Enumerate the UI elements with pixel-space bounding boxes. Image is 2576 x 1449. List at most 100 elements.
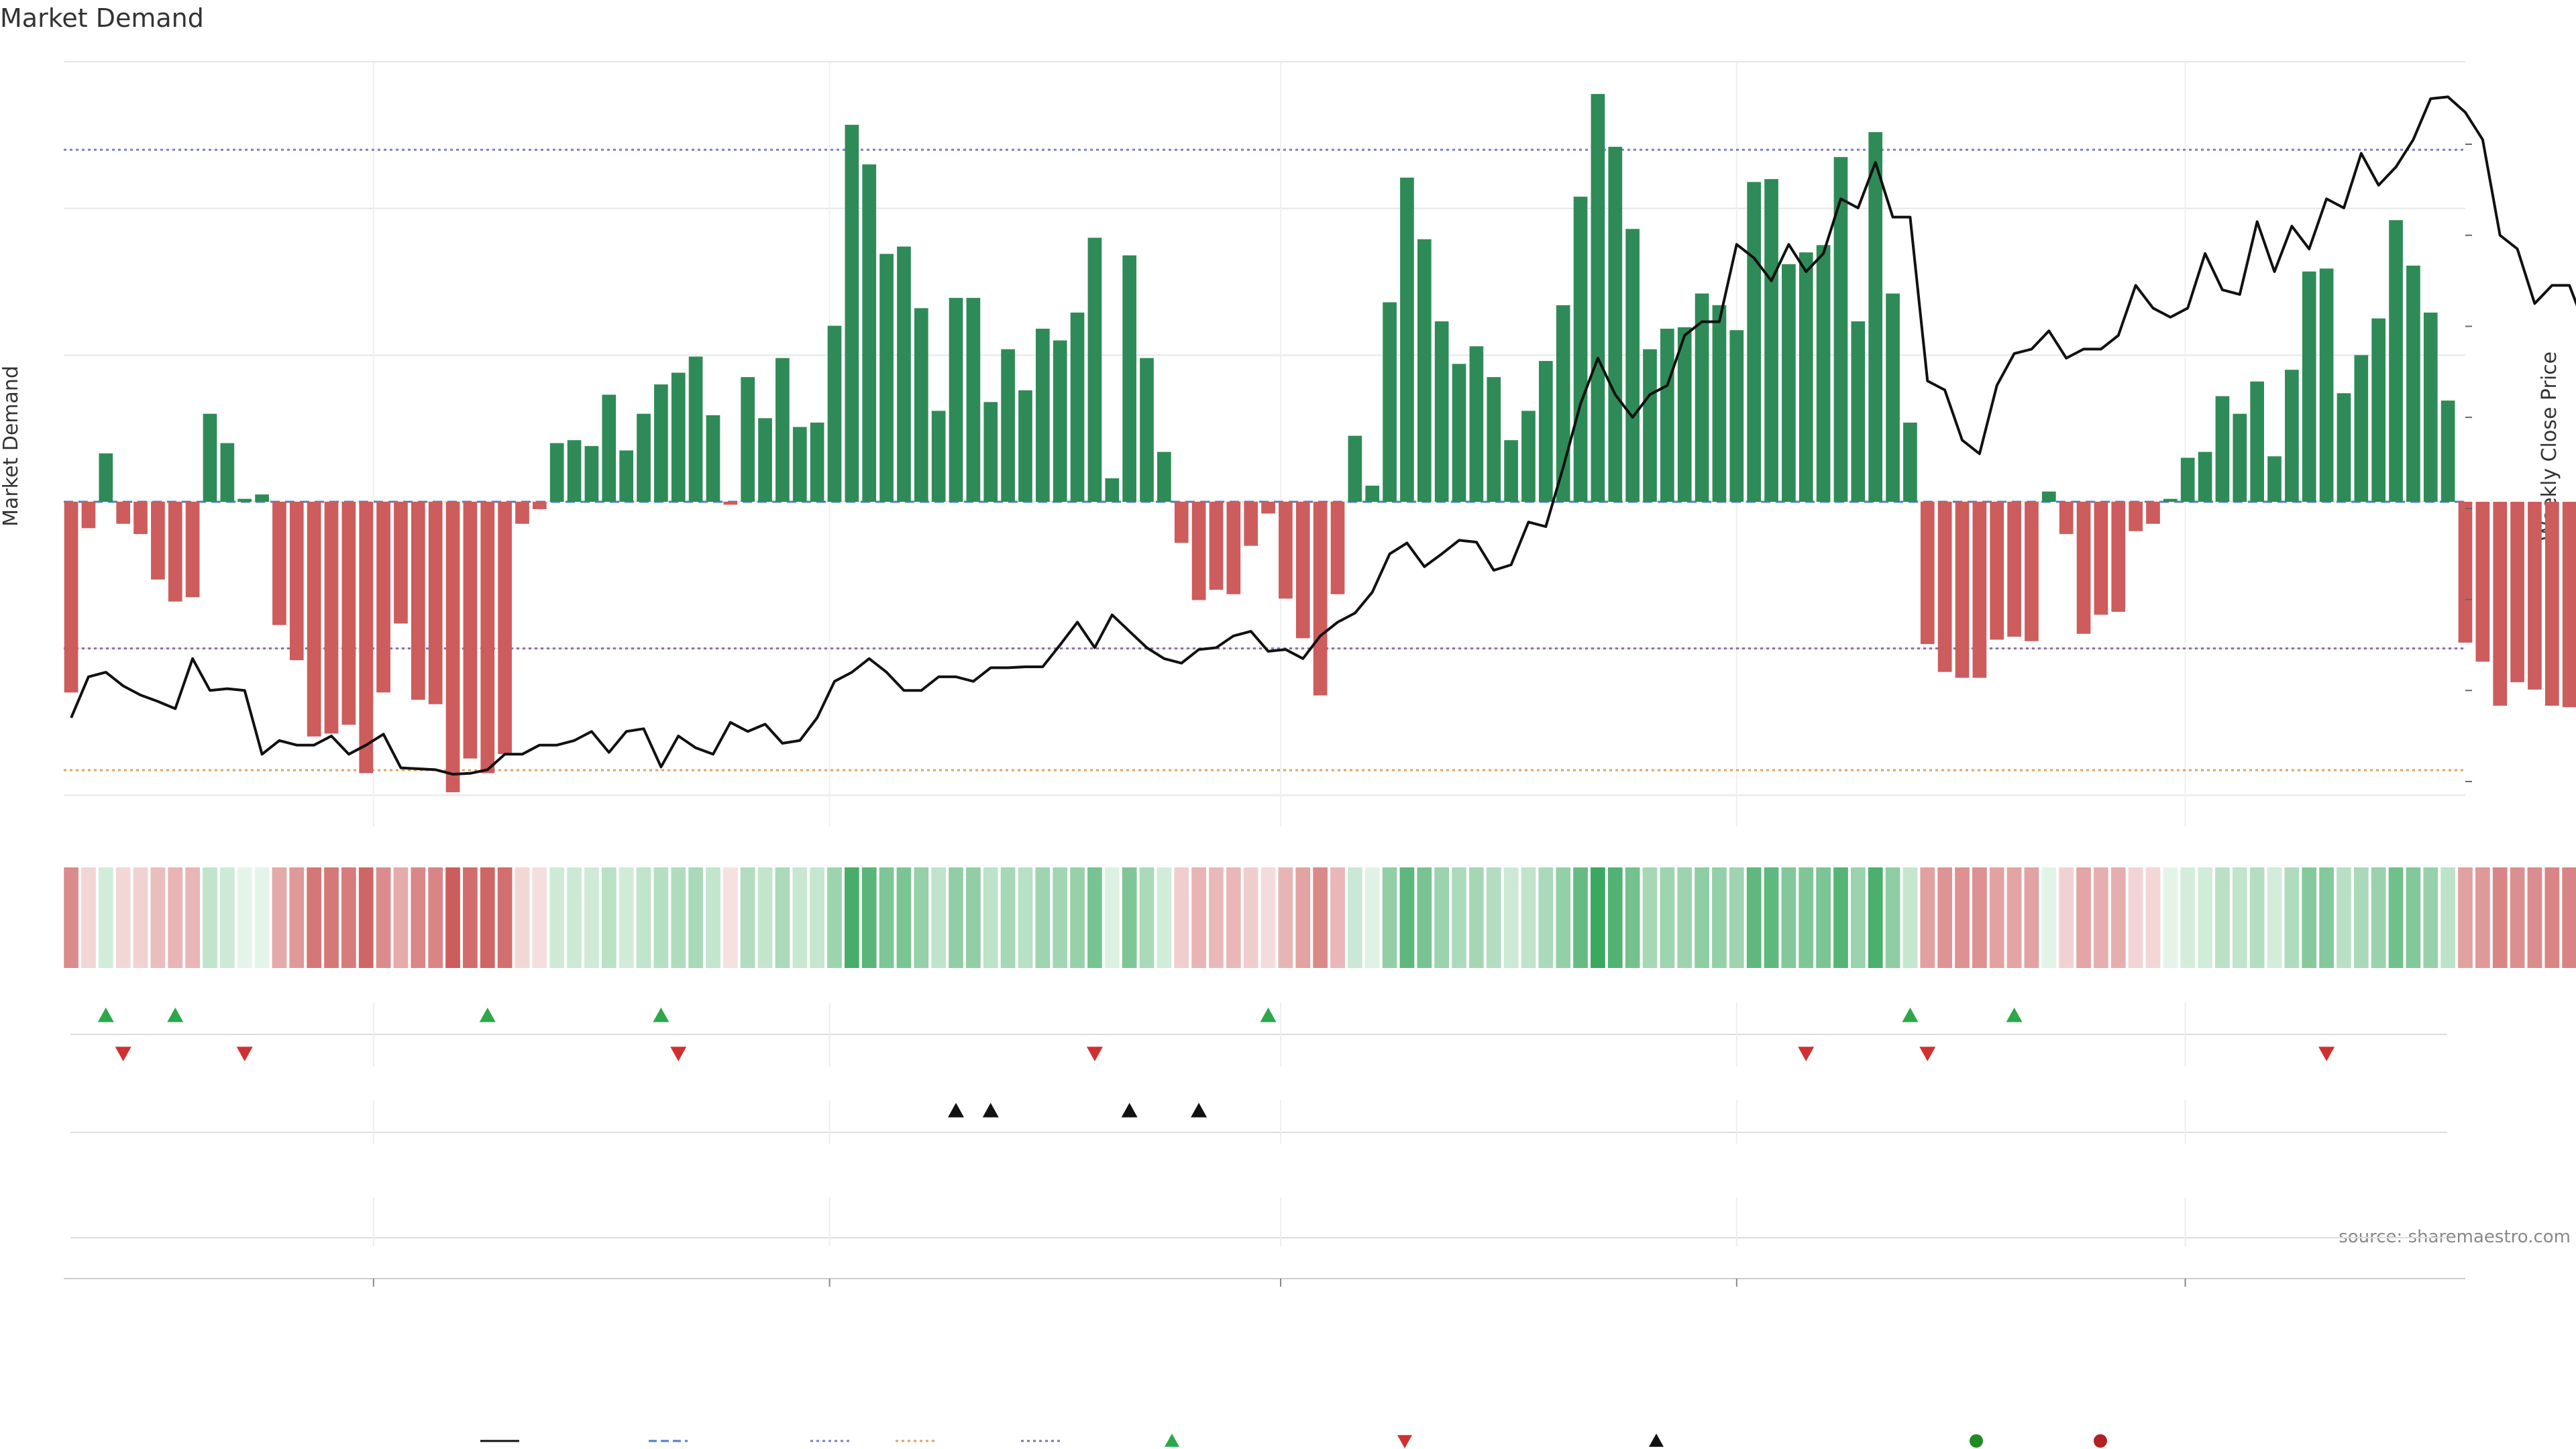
x-ticks xyxy=(64,1278,2465,1287)
demand-bar xyxy=(2146,502,2160,524)
demand-bar xyxy=(1295,502,1310,639)
flip-down-marker xyxy=(670,1046,687,1061)
flip-down-marker xyxy=(236,1046,253,1061)
heat-cell xyxy=(1712,867,1727,968)
heat-cell xyxy=(1521,867,1536,968)
demand-bar xyxy=(2389,220,2403,502)
flip-down-marker xyxy=(1919,1046,1936,1061)
demand-bar xyxy=(1782,264,1796,502)
flip-up-marker xyxy=(1260,1008,1277,1022)
demand-bar xyxy=(1174,502,1189,543)
demand-bar xyxy=(81,502,96,529)
demand-bar xyxy=(2475,502,2490,662)
heat-cell xyxy=(653,867,669,968)
demand-bar xyxy=(463,502,478,759)
heat-cell xyxy=(931,867,947,968)
heat-cell xyxy=(2163,867,2178,968)
heat-cell xyxy=(2302,867,2317,968)
demand-bar xyxy=(1643,349,1657,502)
heat-cell xyxy=(2337,867,2351,968)
heat-cell xyxy=(1556,867,1571,968)
legend-swatch xyxy=(1649,1434,1664,1447)
demand-bar xyxy=(1695,293,1709,502)
demand-bar xyxy=(2250,381,2265,502)
demand-bar xyxy=(341,502,356,725)
demand-bar xyxy=(2007,502,2021,637)
heat-cell xyxy=(1209,867,1224,968)
demand-bars xyxy=(64,94,2576,792)
heat-cell xyxy=(497,867,513,968)
demand-bar xyxy=(2163,498,2178,502)
demand-bar xyxy=(480,502,495,773)
heat-cell xyxy=(1642,867,1658,968)
heat-cell xyxy=(98,867,113,968)
legend-swatch xyxy=(1397,1435,1412,1448)
heat-cell xyxy=(1625,867,1640,968)
heat-cell xyxy=(1955,867,1970,968)
y-axis-label: Market Demand xyxy=(0,366,23,527)
demand-bar xyxy=(220,443,235,502)
price-cross-marker xyxy=(982,1103,999,1118)
legend-swatch xyxy=(2094,1434,2107,1448)
demand-bar xyxy=(185,502,200,598)
heat-cell xyxy=(2388,867,2404,968)
demand-bar xyxy=(1261,502,1275,514)
demand-heat-strip xyxy=(64,867,2576,968)
heat-cell xyxy=(133,867,148,968)
y2-ticks xyxy=(2465,144,2472,782)
heat-cell xyxy=(1850,867,1866,968)
heat-cell xyxy=(1330,867,1345,968)
weekly-close-line xyxy=(70,95,2576,776)
demand-bar xyxy=(2337,393,2351,502)
demand-bar xyxy=(827,325,842,502)
heat-cell xyxy=(2076,867,2091,968)
demand-bar xyxy=(324,502,339,734)
demand-bar xyxy=(1018,390,1032,502)
demand-bar xyxy=(1330,502,1345,594)
heat-cell xyxy=(2215,867,2230,968)
heat-cell xyxy=(411,867,426,968)
heat-cell xyxy=(1538,867,1554,968)
demand-bar xyxy=(1209,502,1224,590)
heat-cell xyxy=(1243,867,1258,968)
demand-bar xyxy=(2094,502,2108,615)
heat-cell xyxy=(532,867,547,968)
heat-cell xyxy=(272,867,287,968)
heat-cell xyxy=(1816,867,1831,968)
demand-bar xyxy=(1937,502,1952,672)
demand-bar xyxy=(792,427,807,502)
heat-cell xyxy=(150,867,166,968)
demand-bar xyxy=(2510,502,2524,682)
demand-bar xyxy=(1157,451,1171,502)
heat-cell xyxy=(1122,867,1137,968)
heat-cell xyxy=(1347,867,1362,968)
demand-bar xyxy=(376,502,390,693)
heat-cell xyxy=(1972,867,1987,968)
heat-cell xyxy=(636,867,651,968)
chart-title: Market Demand xyxy=(0,3,204,33)
heat-cell xyxy=(237,867,252,968)
heat-cell xyxy=(688,867,703,968)
heat-cell xyxy=(81,867,96,968)
demand-bar xyxy=(1487,377,1501,502)
demand-bar xyxy=(99,453,113,502)
heat-cell xyxy=(1781,867,1796,968)
flip-up-marker xyxy=(97,1008,114,1022)
heat-cell xyxy=(706,867,720,968)
heat-cell xyxy=(2094,867,2108,968)
demand-bar xyxy=(637,413,651,502)
heat-cell xyxy=(1399,867,1415,968)
heat-cell xyxy=(428,867,443,968)
demand-bar xyxy=(1903,422,1917,502)
heat-cell xyxy=(324,867,339,968)
demand-bar xyxy=(151,502,165,580)
demand-bar xyxy=(133,502,148,535)
heat-cell xyxy=(1833,867,1848,968)
heat-cell xyxy=(203,867,217,968)
heat-cell xyxy=(358,867,374,968)
heat-cell xyxy=(1573,867,1588,968)
demand-bar xyxy=(671,372,686,502)
demand-bar xyxy=(1573,197,1588,502)
heat-cell xyxy=(2440,867,2456,968)
heat-cell xyxy=(185,867,200,968)
